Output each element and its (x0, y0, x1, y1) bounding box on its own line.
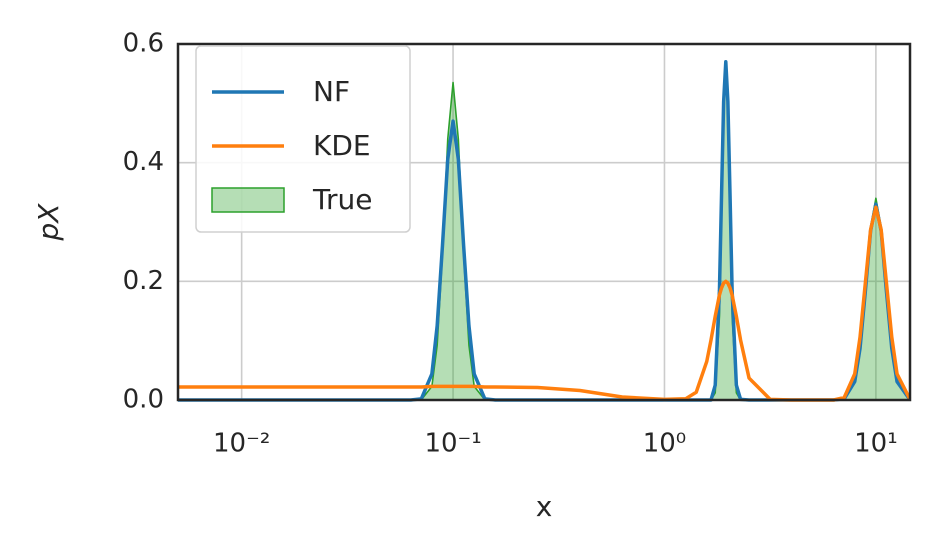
x-tick-label: 10⁻¹ (424, 429, 481, 459)
line (178, 205, 912, 402)
plot-frame (176, 42, 912, 402)
y-tick-label: 0.4 (123, 147, 164, 177)
x-tick-label: 10⁻² (213, 429, 270, 459)
y-tick-label: 0.2 (123, 266, 164, 296)
legend-label: True (312, 183, 372, 216)
legend-label: KDE (313, 129, 371, 162)
x-axis-label: x (536, 490, 553, 523)
legend-swatch (211, 187, 285, 213)
legend-label: NF (313, 75, 350, 108)
y-tick-label: 0.0 (123, 385, 164, 415)
y-axis-label: pX (32, 203, 65, 242)
y-tick-label: 0.6 (123, 29, 164, 59)
x-tick-label: 10¹ (854, 429, 898, 459)
x-tick-label: 10⁰ (643, 429, 687, 459)
